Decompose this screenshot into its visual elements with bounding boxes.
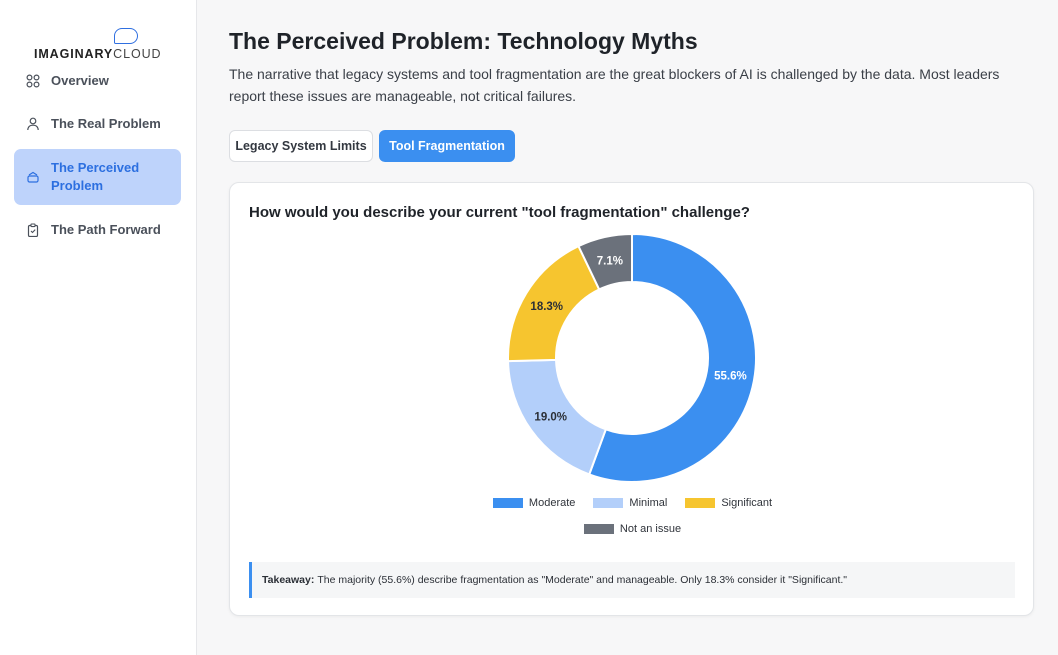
legend-label: Significant: [721, 497, 773, 509]
logo-text: IMAGINARYCLOUD: [34, 47, 161, 61]
slice-not-an-issue[interactable]: [577, 232, 633, 291]
slice-data-label: 18.3%: [530, 301, 563, 313]
sidebar-item-label: Overview: [51, 73, 109, 88]
slice-moderate[interactable]: [587, 232, 757, 483]
sidebar-item-label: The Perceived Problem: [51, 160, 140, 193]
clipboard-icon: [27, 223, 39, 237]
logo-text-part1: IMAGINARY: [34, 47, 114, 61]
imaginary-cloud-logo[interactable]: IMAGINARYCLOUD: [34, 28, 164, 64]
legend-swatch: [583, 524, 614, 534]
chart-title: How would you describe your current "too…: [249, 204, 750, 221]
sidebar-item-overview[interactable]: Overview: [14, 69, 181, 93]
legend-item-moderate[interactable]: Moderate: [492, 497, 576, 509]
sidebar-item-label: The Real Problem: [51, 116, 161, 131]
slice-data-label: 7.1%: [597, 255, 623, 267]
cloud-bubble-icon: [114, 28, 138, 44]
chart-legend-row-1: Moderate Minimal Significant: [230, 497, 1035, 509]
slice-data-label: 19.0%: [534, 411, 567, 423]
donut-chart: 55.6% 19.0% 18.3% 7.1%: [507, 232, 757, 483]
logo-text-part2: CLOUD: [113, 47, 162, 61]
legend-item-significant[interactable]: Significant: [685, 497, 772, 509]
legend-label: Not an issue: [619, 523, 682, 535]
user-icon: [27, 117, 39, 131]
sidebar-item-perceived-problem[interactable]: The Perceived Problem: [14, 149, 181, 205]
page-title: The Perceived Problem: Technology Myths: [229, 28, 698, 54]
sidebar-item-real-problem[interactable]: The Real Problem: [14, 112, 181, 136]
tab-legacy-system-limits[interactable]: Legacy System Limits: [229, 130, 373, 162]
chart-card: How would you describe your current "too…: [229, 182, 1034, 616]
slice-data-label: 55.6%: [714, 371, 747, 383]
legend-label: Minimal: [629, 497, 668, 509]
takeaway-label: Takeaway:: [262, 574, 315, 586]
takeaway-callout: Takeaway: The majority (55.6%) describe …: [249, 562, 1015, 598]
legend-swatch: [685, 498, 716, 508]
legend-item-not-an-issue[interactable]: Not an issue: [583, 523, 682, 535]
page-description: The narrative that legacy systems and to…: [229, 66, 1000, 104]
grid-icon: [26, 74, 40, 88]
legend-swatch: [593, 498, 624, 508]
legend-swatch: [492, 498, 523, 508]
sidebar-item-label: The Path Forward: [51, 222, 161, 237]
sidebar-item-path-forward[interactable]: The Path Forward: [14, 218, 181, 242]
chart-legend-row-2: Not an issue: [230, 523, 1035, 535]
layers-icon: [27, 171, 39, 183]
sidebar: IMAGINARYCLOUD Overview The Real Problem…: [0, 0, 197, 655]
takeaway-text: The majority (55.6%) describe fragmentat…: [317, 574, 848, 586]
legend-label: Moderate: [528, 497, 576, 509]
legend-item-minimal[interactable]: Minimal: [593, 497, 667, 509]
tab-tool-fragmentation[interactable]: Tool Fragmentation: [379, 130, 515, 162]
